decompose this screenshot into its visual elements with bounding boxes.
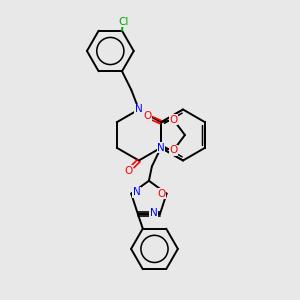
Text: N: N [133, 187, 140, 197]
Text: O: O [143, 111, 152, 121]
Text: N: N [150, 208, 158, 218]
Text: O: O [169, 145, 178, 155]
Text: N: N [135, 104, 143, 115]
Text: Cl: Cl [118, 17, 129, 27]
Text: O: O [169, 115, 178, 125]
Text: N: N [157, 143, 165, 153]
Text: O: O [124, 166, 133, 176]
Text: O: O [157, 189, 165, 199]
